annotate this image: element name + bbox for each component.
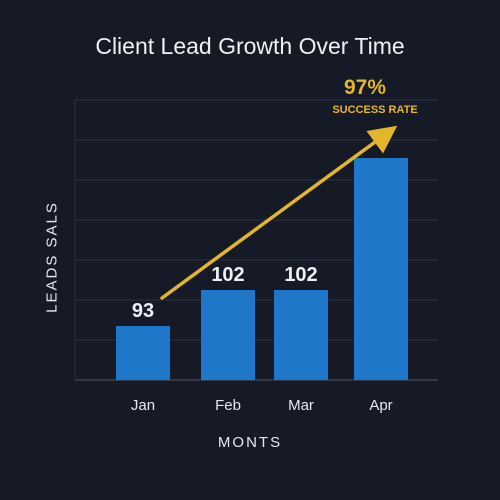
x-tick-label: Feb [215, 397, 241, 414]
x-tick-label: Jan [131, 397, 155, 414]
bar-mar [274, 290, 328, 380]
bar-jan [116, 326, 170, 380]
data-label: 102 [211, 264, 244, 286]
success-rate-label: SUCCESS RATE [332, 104, 418, 116]
chart-title: Client Lead Growth Over Time [95, 33, 405, 59]
bar-feb [201, 290, 255, 380]
bar-apr [354, 158, 408, 380]
data-label: 102 [284, 264, 317, 286]
data-label: 93 [132, 300, 154, 322]
x-tick-label: Mar [288, 397, 314, 414]
x-axis-label: MONTS [217, 434, 283, 451]
x-tick-label: Apr [369, 397, 392, 414]
success-rate-value: 97% [343, 76, 387, 99]
trend-arrow [160, 125, 398, 300]
